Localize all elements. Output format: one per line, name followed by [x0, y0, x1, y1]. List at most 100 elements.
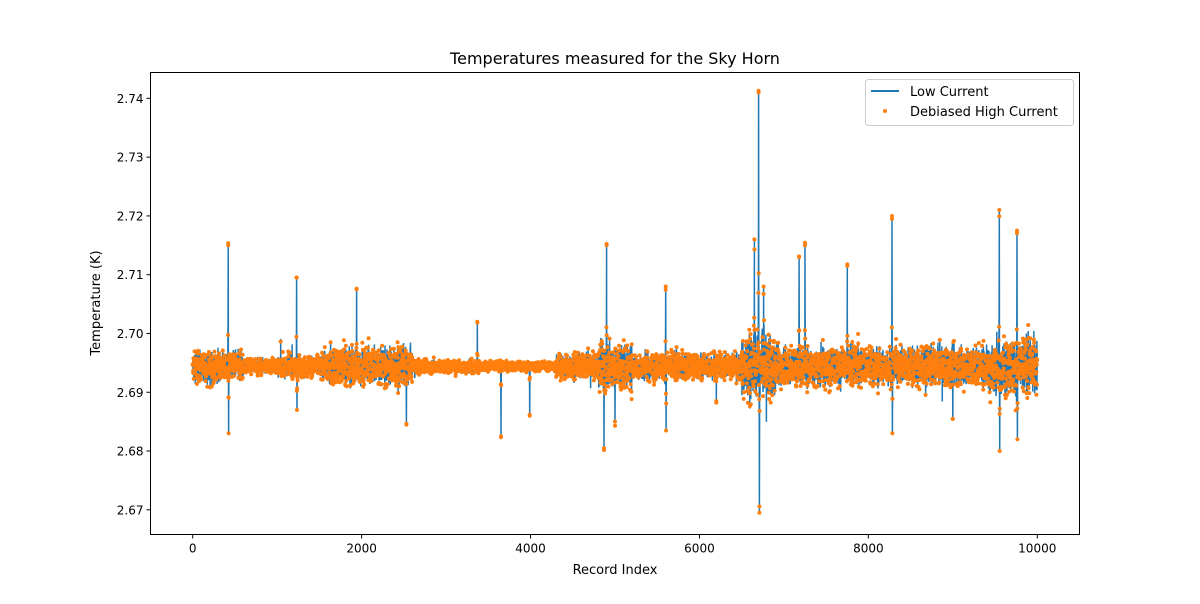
- high-current-point: [987, 390, 992, 395]
- high-current-point: [756, 383, 761, 387]
- high-current-point: [798, 351, 803, 356]
- high-current-point: [431, 355, 436, 360]
- high-current-point: [797, 328, 802, 333]
- high-current-point: [348, 383, 353, 388]
- high-current-point: [607, 336, 612, 341]
- high-current-point: [853, 349, 858, 354]
- high-current-point: [881, 382, 886, 387]
- high-current-point: [527, 375, 532, 380]
- high-current-point: [321, 353, 326, 358]
- high-current-point: [600, 341, 605, 346]
- high-current-point: [499, 383, 504, 388]
- high-current-point: [934, 355, 939, 360]
- high-current-point: [1028, 336, 1033, 341]
- high-current-point: [605, 345, 610, 350]
- high-current-point: [946, 378, 951, 383]
- high-current-point: [340, 374, 345, 379]
- high-current-point: [405, 377, 410, 382]
- high-current-point: [671, 350, 676, 355]
- high-current-point: [626, 349, 630, 353]
- high-current-point: [807, 379, 812, 384]
- high-current-point: [801, 345, 805, 350]
- high-current-point: [469, 356, 474, 361]
- high-current-point: [768, 359, 773, 364]
- high-current-point: [863, 378, 868, 383]
- high-current-point: [404, 382, 409, 387]
- high-current-point: [981, 338, 986, 343]
- high-current-point: [749, 374, 754, 379]
- high-current-point: [919, 354, 924, 359]
- high-current-point: [329, 353, 334, 358]
- high-current-point: [755, 392, 760, 397]
- high-current-point: [976, 341, 981, 345]
- high-current-point: [740, 339, 745, 343]
- high-current-point: [931, 341, 936, 346]
- high-current-point: [992, 347, 997, 352]
- high-current-point: [927, 346, 932, 351]
- high-current-point: [1011, 348, 1016, 353]
- high-current-point: [401, 354, 406, 359]
- high-current-point: [1025, 378, 1029, 383]
- high-current-point: [850, 340, 855, 344]
- high-current-point: [302, 355, 307, 360]
- high-current-point: [604, 333, 609, 338]
- high-current-point: [326, 356, 331, 361]
- high-current-point: [802, 328, 807, 333]
- high-current-point: [740, 380, 745, 385]
- high-current-point: [294, 334, 299, 339]
- high-current-point: [898, 342, 903, 347]
- high-current-point: [969, 350, 974, 355]
- high-current-point: [366, 336, 371, 341]
- high-current-point: [988, 400, 993, 405]
- high-current-point: [606, 384, 611, 389]
- chart-title: Temperatures measured for the Sky Horn: [449, 49, 780, 68]
- high-current-point: [633, 354, 638, 359]
- high-current-point: [212, 349, 217, 354]
- high-current-point: [794, 384, 799, 389]
- high-current-point: [220, 348, 225, 353]
- high-current-point: [851, 369, 855, 374]
- high-current-point: [617, 343, 622, 348]
- high-current-point: [874, 373, 879, 378]
- high-current-point: [927, 373, 932, 378]
- high-current-point: [734, 381, 739, 386]
- high-current-point: [1024, 374, 1028, 379]
- high-current-point: [680, 351, 685, 356]
- high-current-point: [341, 358, 346, 363]
- high-current-point: [295, 378, 300, 383]
- high-current-point: [823, 387, 828, 392]
- high-current-point: [887, 370, 892, 375]
- high-current-point: [766, 390, 771, 395]
- high-current-point: [761, 394, 765, 399]
- high-current-point: [597, 390, 602, 394]
- high-current-point: [772, 388, 777, 393]
- high-current-point: [821, 384, 826, 388]
- high-current-point: [903, 350, 907, 355]
- high-current-point: [209, 384, 214, 389]
- high-current-point: [240, 352, 245, 357]
- high-current-point: [196, 351, 201, 356]
- high-current-point: [783, 345, 788, 350]
- high-current-point: [325, 361, 330, 366]
- high-current-point: [347, 376, 351, 381]
- high-current-point: [1026, 386, 1031, 391]
- high-current-point: [375, 358, 380, 363]
- high-current-point: [1026, 323, 1031, 327]
- high-current-point: [410, 379, 415, 384]
- high-current-point: [997, 324, 1002, 329]
- high-current-point: [767, 397, 772, 401]
- debiased-high-current-points: [190, 88, 1040, 515]
- high-current-point: [829, 382, 833, 387]
- high-current-point: [335, 370, 340, 375]
- high-current-point: [1023, 347, 1028, 352]
- high-current-point: [1017, 376, 1022, 381]
- high-current-point: [237, 357, 242, 362]
- high-current-point: [854, 345, 859, 350]
- high-current-point: [745, 349, 750, 354]
- high-current-point: [573, 377, 577, 382]
- high-current-point: [344, 378, 349, 383]
- high-current-point: [700, 376, 705, 380]
- high-current-point: [770, 393, 775, 398]
- high-current-point: [767, 386, 772, 391]
- high-current-point: [388, 352, 393, 357]
